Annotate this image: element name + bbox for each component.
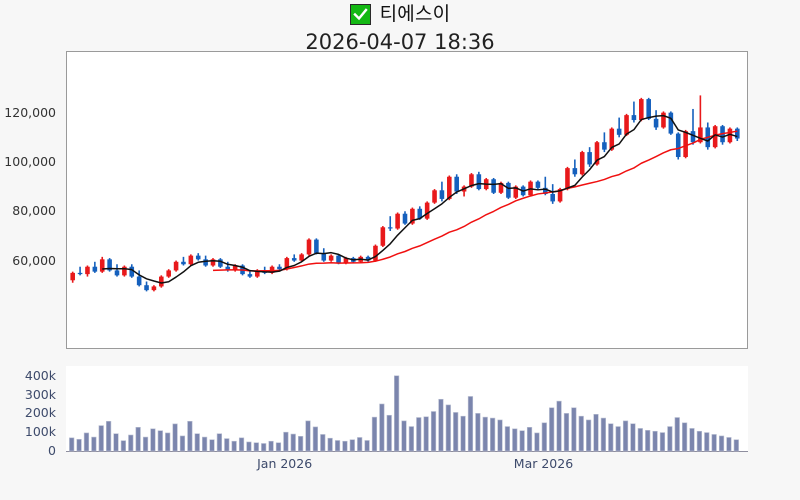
volume-y-tick: 200k <box>24 405 56 421</box>
title-row: 티에스이 <box>0 1 800 27</box>
volume-plot <box>69 375 739 452</box>
volume-y-tick: 300k <box>24 386 56 402</box>
candlestick-plot <box>70 95 740 292</box>
price-y-tick: 120,000 <box>4 104 56 120</box>
x-tick: Jan 2026 <box>257 456 313 471</box>
chart-header: 티에스이 2026-04-07 18:36 <box>0 0 800 62</box>
price-y-tick: 100,000 <box>4 154 56 169</box>
x-tick: Mar 2026 <box>513 456 574 471</box>
volume-chart-panel[interactable] <box>66 366 748 452</box>
price-chart-panel[interactable] <box>66 51 748 349</box>
volume-y-tick: 400k <box>24 367 56 383</box>
price-y-tick: 80,000 <box>12 203 56 219</box>
volume-y-tick: 100k <box>24 424 56 440</box>
green-check-icon <box>349 3 371 25</box>
page-title: 티에스이 <box>379 3 451 25</box>
volume-y-tick: 0 <box>48 443 56 458</box>
price-y-tick: 60,000 <box>12 252 56 268</box>
chart-timestamp: 2026-04-07 18:36 <box>305 30 495 54</box>
